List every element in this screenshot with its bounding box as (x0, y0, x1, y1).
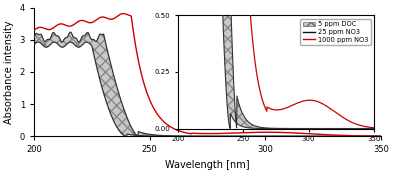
Y-axis label: Absorbance intensity: Absorbance intensity (4, 20, 14, 124)
X-axis label: Wavelength [nm]: Wavelength [nm] (165, 160, 250, 170)
